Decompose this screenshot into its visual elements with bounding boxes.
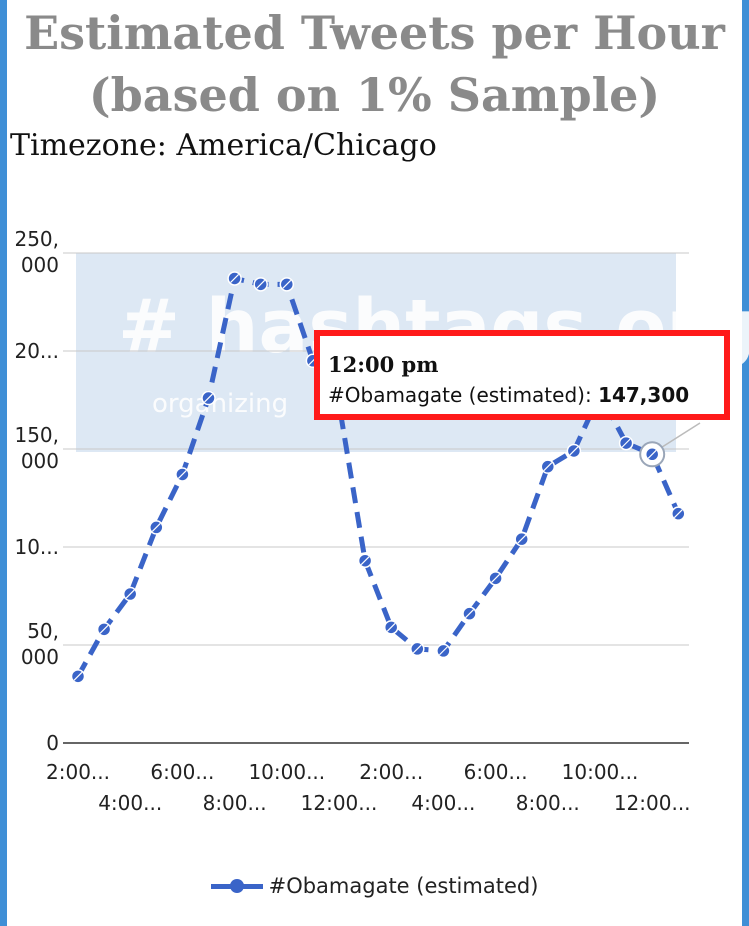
y-tick-label: 150, 000 — [14, 423, 59, 473]
x-tick-label: 12:00... — [614, 791, 691, 815]
data-point-hatch — [386, 622, 396, 632]
x-tick-label: 2:00... — [46, 760, 110, 784]
chart-title-line-2: (based on 1% Sample) — [88, 68, 661, 122]
data-point-hatch — [438, 646, 448, 656]
y-tick-label: 250, 000 — [14, 227, 59, 277]
x-tick-label: 8:00... — [516, 791, 580, 815]
data-point-hatch — [256, 279, 266, 289]
series-obamagate — [70, 271, 701, 684]
legend-line-marker-icon — [210, 876, 263, 896]
tooltip-x-label: 12:00 pm — [328, 352, 439, 377]
right-edge-bar — [742, 0, 749, 926]
x-tick-label: 10:00... — [562, 760, 639, 784]
series-line — [75, 275, 681, 678]
legend-label: #Obamagate (estimated) — [268, 874, 539, 898]
chart-subtitle: Timezone: America/Chicago — [10, 128, 437, 163]
data-point-hatch — [230, 274, 240, 283]
data-point-hatch — [569, 446, 579, 456]
chart-legend[interactable]: #Obamagate (estimated) — [0, 874, 749, 898]
x-tick-label: 4:00... — [98, 791, 162, 815]
data-point-hatch — [543, 462, 553, 472]
x-tick-label: 4:00... — [411, 791, 475, 815]
y-tick-label: 10... — [14, 535, 59, 559]
data-tooltip: 12:00 pm #Obamagate (estimated): 147,300 — [314, 330, 730, 420]
data-point-hatch — [99, 624, 109, 634]
x-tick-label: 2:00... — [359, 760, 423, 784]
data-point-hatch — [204, 393, 213, 403]
data-point-hatch — [360, 556, 370, 566]
y-tick-label-line: 250, — [14, 227, 59, 251]
data-point-hatch — [491, 573, 501, 583]
data-point-hatch — [412, 644, 422, 654]
chart-title-line-1: Estimated Tweets per Hour — [24, 6, 725, 60]
y-tick-label-line: 000 — [21, 645, 59, 669]
x-axis-tick-labels: 2:00... 4:00... 6:00... 8:00... 10:00... 12:0… — [46, 760, 691, 815]
x-tick-label: 6:00... — [464, 760, 528, 784]
y-tick-label-line: 0 — [46, 731, 59, 755]
data-point-hatch — [73, 671, 83, 681]
x-tick-label: 8:00... — [203, 791, 267, 815]
chart-title: Estimated Tweets per Hour (based on 1% S… — [10, 2, 739, 126]
y-tick-label-line: 20... — [14, 339, 59, 363]
y-tick-label-line: 10... — [14, 535, 59, 559]
y-tick-label-line: 50, — [27, 619, 59, 643]
y-tick-label: 20... — [14, 339, 59, 363]
data-point-hatch — [673, 509, 683, 519]
y-tick-label: 50, 000 — [21, 619, 59, 669]
data-point-hatch — [177, 470, 187, 479]
data-point-hatch — [621, 438, 631, 448]
tooltip-value: 147,300 — [598, 383, 690, 407]
watermark-tagline: organizing — [152, 389, 288, 419]
tooltip-series-row: #Obamagate (estimated): 147,300 — [328, 380, 724, 410]
tooltip-pointer — [659, 422, 701, 449]
x-tick-label: 12:00... — [301, 791, 378, 815]
data-point-hatch — [465, 609, 474, 619]
y-tick-label-line: 000 — [21, 253, 59, 277]
data-point-hatch — [647, 449, 657, 459]
data-point-hatch — [125, 589, 135, 599]
y-tick-label-line: 150, — [14, 423, 59, 447]
y-tick-label: 0 — [46, 731, 59, 755]
data-point-hatch — [517, 534, 527, 544]
tooltip-series-label: #Obamagate (estimated): — [328, 383, 599, 407]
y-tick-label-line: 000 — [21, 449, 59, 473]
data-point-hatch — [151, 522, 161, 532]
data-point-hatch — [282, 279, 292, 289]
x-tick-label: 6:00... — [150, 760, 214, 784]
x-tick-label: 10:00... — [248, 760, 325, 784]
left-edge-bar — [0, 0, 7, 926]
